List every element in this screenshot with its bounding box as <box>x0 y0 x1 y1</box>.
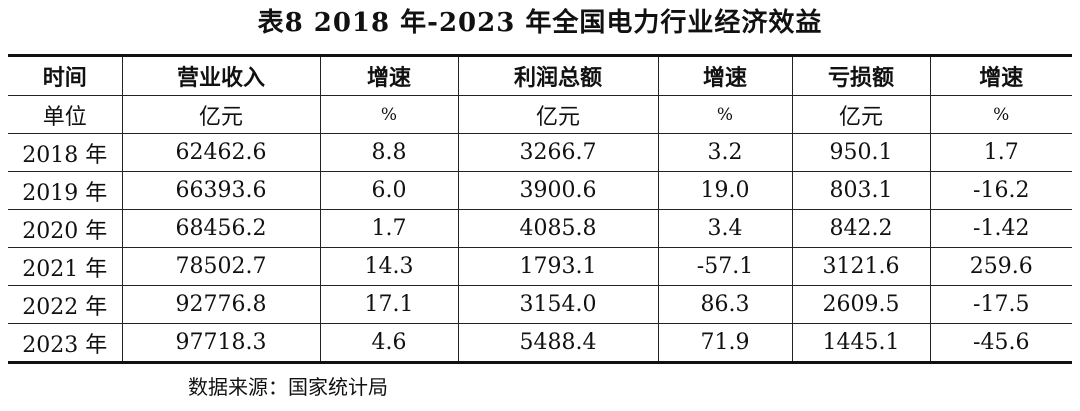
revenue-growth-cell: 8.8 <box>319 133 458 172</box>
unit-cell: % <box>319 95 458 134</box>
profit-growth-cell: 86.3 <box>657 285 792 324</box>
economic-benefits-table: 时间 营业收入 增速 利润总额 增速 亏损额 增速 单位 亿元 % 亿元 % 亿… <box>8 54 1072 364</box>
revenue-cell: 68456.2 <box>121 209 320 248</box>
header-cell: 增速 <box>929 54 1072 96</box>
table-title: 表8 2018 年-2023 年全国电力行业经济效益 <box>257 8 823 38</box>
unit-cell: 亿元 <box>457 95 658 134</box>
loss-cell: 950.1 <box>791 133 930 172</box>
revenue-cell: 92776.8 <box>121 285 320 324</box>
loss-growth-cell: 1.7 <box>929 133 1072 172</box>
profit-cell: 3900.6 <box>457 171 658 210</box>
year-cell: 2023 年 <box>8 323 122 364</box>
revenue-cell: 97718.3 <box>121 323 320 364</box>
unit-row: 单位 亿元 % 亿元 % 亿元 % <box>8 95 1072 134</box>
header-row: 时间 营业收入 增速 利润总额 增速 亏损额 增速 <box>8 54 1072 96</box>
profit-growth-cell: 71.9 <box>657 323 792 364</box>
loss-cell: 842.2 <box>791 209 930 248</box>
header-cell: 亏损额 <box>791 54 930 96</box>
table-row: 2021 年 78502.7 14.3 1793.1 -57.1 3121.6 … <box>8 247 1072 286</box>
loss-cell: 803.1 <box>791 171 930 210</box>
profit-cell: 3154.0 <box>457 285 658 324</box>
profit-cell: 5488.4 <box>457 323 658 364</box>
loss-growth-cell: -17.5 <box>929 285 1072 324</box>
loss-cell: 1445.1 <box>791 323 930 364</box>
revenue-cell: 62462.6 <box>121 133 320 172</box>
profit-cell: 3266.7 <box>457 133 658 172</box>
table-row: 2018 年 62462.6 8.8 3266.7 3.2 950.1 1.7 <box>8 133 1072 172</box>
revenue-growth-cell: 6.0 <box>319 171 458 210</box>
revenue-cell: 66393.6 <box>121 171 320 210</box>
unit-cell: 亿元 <box>791 95 930 134</box>
loss-growth-cell: -45.6 <box>929 323 1072 364</box>
profit-growth-cell: 3.2 <box>657 133 792 172</box>
unit-cell: 亿元 <box>121 95 320 134</box>
loss-cell: 2609.5 <box>791 285 930 324</box>
table-row: 2023 年 97718.3 4.6 5488.4 71.9 1445.1 -4… <box>8 323 1072 364</box>
loss-growth-cell: 259.6 <box>929 247 1072 286</box>
table-row: 2022 年 92776.8 17.1 3154.0 86.3 2609.5 -… <box>8 285 1072 324</box>
profit-growth-cell: 3.4 <box>657 209 792 248</box>
header-cell: 营业收入 <box>121 54 320 96</box>
revenue-cell: 78502.7 <box>121 247 320 286</box>
header-cell: 增速 <box>657 54 792 96</box>
unit-cell: 单位 <box>8 95 122 134</box>
header-cell: 增速 <box>319 54 458 96</box>
profit-cell: 4085.8 <box>457 209 658 248</box>
revenue-growth-cell: 4.6 <box>319 323 458 364</box>
unit-cell: % <box>929 95 1072 134</box>
loss-growth-cell: -16.2 <box>929 171 1072 210</box>
year-cell: 2021 年 <box>8 247 122 286</box>
loss-cell: 3121.6 <box>791 247 930 286</box>
header-cell: 利润总额 <box>457 54 658 96</box>
profit-cell: 1793.1 <box>457 247 658 286</box>
year-cell: 2019 年 <box>8 171 122 210</box>
profit-growth-cell: -57.1 <box>657 247 792 286</box>
table-row: 2019 年 66393.6 6.0 3900.6 19.0 803.1 -16… <box>8 171 1072 210</box>
revenue-growth-cell: 1.7 <box>319 209 458 248</box>
table-row: 2020 年 68456.2 1.7 4085.8 3.4 842.2 -1.4… <box>8 209 1072 248</box>
year-cell: 2020 年 <box>8 209 122 248</box>
year-cell: 2018 年 <box>8 133 122 172</box>
revenue-growth-cell: 14.3 <box>319 247 458 286</box>
header-cell: 时间 <box>8 54 122 96</box>
year-cell: 2022 年 <box>8 285 122 324</box>
profit-growth-cell: 19.0 <box>657 171 792 210</box>
loss-growth-cell: -1.42 <box>929 209 1072 248</box>
revenue-growth-cell: 17.1 <box>319 285 458 324</box>
unit-cell: % <box>657 95 792 134</box>
data-source-note: 数据来源：国家统计局 <box>188 375 388 399</box>
